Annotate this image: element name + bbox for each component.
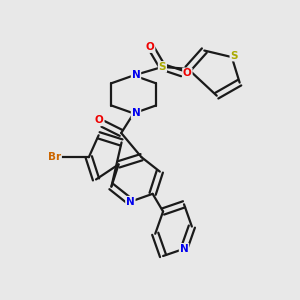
Text: O: O [183,68,192,78]
Text: N: N [180,244,188,254]
Text: O: O [146,42,154,52]
Text: O: O [95,115,104,125]
Text: N: N [126,197,135,207]
Text: S: S [159,62,166,72]
Text: N: N [132,70,140,80]
Text: S: S [230,51,238,61]
Text: Br: Br [48,152,61,162]
Text: N: N [132,108,140,118]
